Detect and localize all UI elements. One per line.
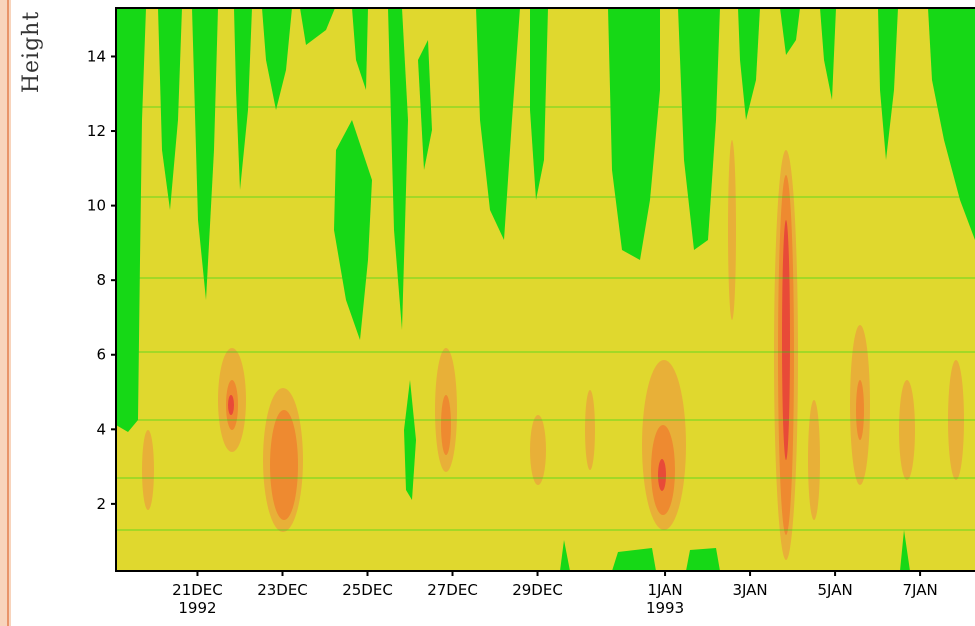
contour-level [899,380,915,480]
y-tick-label: 10 [87,197,106,215]
contour-level [856,380,864,440]
contour-level [404,380,416,500]
contour-level [158,8,182,210]
contour-level [780,8,800,55]
contour-level [388,8,408,330]
x-tick-label: 7JAN [903,581,938,599]
contour-level [530,415,546,485]
y-tick-label: 8 [96,271,106,289]
x-tick-label: 1JAN [647,581,682,599]
contour-level [418,40,432,170]
x-tick-label: 29DEC [512,581,563,599]
x-tick-label: 5JAN [817,581,852,599]
y-tick-label: 12 [87,122,106,140]
contour-level [352,8,368,90]
contour-level [116,8,146,432]
contour-level [234,8,252,190]
contour-level [686,548,720,571]
contour-level [878,8,898,160]
y-axis-label: Height [19,11,44,93]
contour-level [142,430,154,510]
x-tick-label: 25DEC [342,581,393,599]
contour-level [530,8,548,200]
contour-field [116,8,975,571]
contour-level [270,410,298,520]
contour-level [476,8,520,240]
contour-level [782,220,790,460]
contour-level [728,140,736,320]
x-tick-label: 3JAN [732,581,767,599]
contour-level [262,8,292,110]
y-tick-label: 14 [87,47,106,65]
contour-level [585,390,595,470]
contour-level [441,395,451,455]
x-tick-label: 23DEC [257,581,308,599]
contour-level [612,548,656,571]
contour-level [334,120,372,340]
contour-level [192,8,218,300]
x-tick-year: 1993 [646,599,684,617]
contour-level [820,8,836,100]
y-tick-label: 2 [96,495,106,513]
contour-level [658,459,666,491]
contour-level [228,395,234,415]
contour-level [678,8,720,250]
contour-level [738,8,760,120]
x-tick-label: 27DEC [427,581,478,599]
contour-level [560,540,570,571]
contour-level [808,400,820,520]
y-tick-label: 6 [96,346,106,364]
y-tick-label: 4 [96,420,106,438]
x-tick-year: 1992 [178,599,216,617]
contour-level [300,8,335,45]
page-border [0,0,11,626]
contour-level [928,8,975,240]
plot-frame [115,7,975,572]
contour-level [900,530,910,571]
x-tick-label: 21DEC [172,581,223,599]
